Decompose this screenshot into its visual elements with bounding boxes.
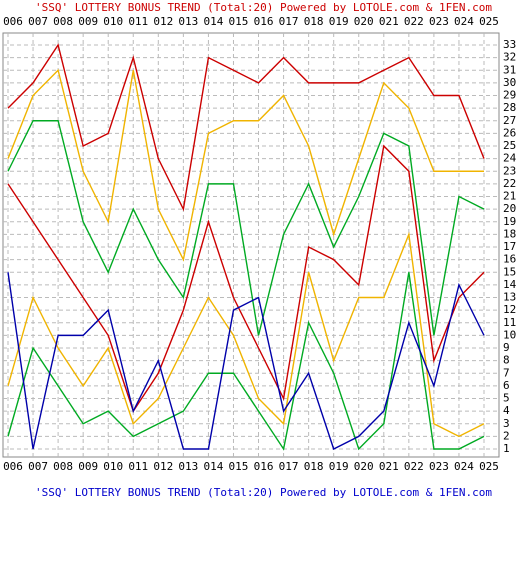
trend-line bbox=[7, 272, 485, 451]
x-tick-label: 011 bbox=[128, 15, 148, 28]
y-tick-label: 13 bbox=[503, 291, 516, 304]
y-tick-label: 18 bbox=[503, 227, 516, 240]
y-tick-label: 11 bbox=[503, 316, 516, 329]
x-tick-label: 022 bbox=[404, 460, 424, 473]
y-tick-label: 30 bbox=[503, 76, 516, 89]
x-tick-label: 020 bbox=[354, 15, 374, 28]
y-tick-label: 2 bbox=[503, 429, 510, 442]
x-tick-label: 007 bbox=[28, 15, 48, 28]
trend-line bbox=[7, 272, 485, 450]
x-tick-label: 010 bbox=[103, 15, 123, 28]
y-tick-label: 29 bbox=[503, 89, 516, 102]
x-tick-label: 025 bbox=[479, 460, 499, 473]
y-tick-label: 24 bbox=[503, 152, 517, 165]
x-tick-label: 016 bbox=[254, 460, 274, 473]
x-tick-label: 015 bbox=[229, 460, 249, 473]
trend-line bbox=[7, 120, 485, 336]
x-tick-label: 020 bbox=[354, 460, 374, 473]
x-tick-label: 015 bbox=[229, 15, 249, 28]
y-tick-label: 32 bbox=[503, 51, 516, 64]
x-tick-label: 009 bbox=[78, 15, 98, 28]
x-tick-label: 013 bbox=[178, 15, 198, 28]
y-tick-label: 1 bbox=[503, 442, 510, 455]
y-tick-label: 28 bbox=[503, 101, 516, 114]
x-tick-label: 018 bbox=[304, 15, 324, 28]
chart-footer: 'SSQ' LOTTERY BONUS TREND (Total:20) Pow… bbox=[35, 486, 492, 499]
y-tick-label: 12 bbox=[503, 303, 516, 316]
y-tick-label: 33 bbox=[503, 38, 516, 51]
x-tick-label: 010 bbox=[103, 460, 123, 473]
x-tick-label: 009 bbox=[78, 460, 98, 473]
x-tick-label: 014 bbox=[203, 15, 223, 28]
y-tick-label: 14 bbox=[503, 278, 517, 291]
y-tick-label: 19 bbox=[503, 215, 516, 228]
plot-frame bbox=[2, 32, 500, 458]
y-tick-label: 25 bbox=[503, 139, 516, 152]
y-tick-label: 26 bbox=[503, 126, 516, 139]
x-tick-label: 008 bbox=[53, 460, 73, 473]
trend-line bbox=[7, 43, 485, 212]
x-tick-label: 019 bbox=[329, 460, 349, 473]
y-tick-label: 22 bbox=[503, 177, 516, 190]
chart-title: 'SSQ' LOTTERY BONUS TREND (Total:20) Pow… bbox=[35, 1, 492, 14]
y-tick-label: 4 bbox=[503, 404, 510, 417]
y-tick-label: 27 bbox=[503, 114, 516, 127]
y-tick-label: 21 bbox=[503, 190, 516, 203]
y-tick-label: 17 bbox=[503, 240, 516, 253]
x-tick-label: 021 bbox=[379, 15, 399, 28]
y-tick-label: 5 bbox=[503, 392, 510, 405]
y-tick-label: 6 bbox=[503, 379, 510, 392]
y-tick-label: 15 bbox=[503, 265, 516, 278]
x-tick-label: 006 bbox=[3, 460, 23, 473]
x-tick-label: 023 bbox=[429, 460, 449, 473]
x-tick-label: 017 bbox=[279, 460, 299, 473]
y-tick-label: 16 bbox=[503, 253, 516, 266]
x-tick-label: 012 bbox=[153, 15, 173, 28]
x-tick-label: 022 bbox=[404, 15, 424, 28]
x-tick-label: 013 bbox=[178, 460, 198, 473]
x-tick-label: 018 bbox=[304, 460, 324, 473]
y-tick-label: 3 bbox=[503, 417, 510, 430]
trend-line bbox=[7, 68, 484, 262]
trend-line bbox=[7, 144, 485, 413]
y-tick-label: 31 bbox=[503, 63, 516, 76]
x-tick-label: 021 bbox=[379, 460, 399, 473]
x-tick-label: 012 bbox=[153, 460, 173, 473]
x-tick-label: 024 bbox=[454, 460, 474, 473]
x-tick-label: 016 bbox=[254, 15, 274, 28]
x-tick-label: 023 bbox=[429, 15, 449, 28]
trend-line bbox=[7, 231, 485, 438]
x-tick-label: 008 bbox=[53, 15, 73, 28]
x-tick-label: 014 bbox=[203, 460, 223, 473]
x-tick-label: 024 bbox=[454, 15, 474, 28]
x-tick-label: 019 bbox=[329, 15, 349, 28]
x-tick-label: 006 bbox=[3, 15, 23, 28]
x-tick-label: 025 bbox=[479, 15, 499, 28]
x-tick-label: 011 bbox=[128, 460, 148, 473]
y-tick-label: 9 bbox=[503, 341, 510, 354]
x-tick-label: 017 bbox=[279, 15, 299, 28]
y-tick-label: 7 bbox=[503, 366, 510, 379]
y-tick-label: 8 bbox=[503, 354, 510, 367]
y-tick-label: 20 bbox=[503, 202, 516, 215]
x-tick-label: 007 bbox=[28, 460, 48, 473]
y-tick-label: 23 bbox=[503, 164, 516, 177]
y-tick-label: 10 bbox=[503, 328, 516, 341]
